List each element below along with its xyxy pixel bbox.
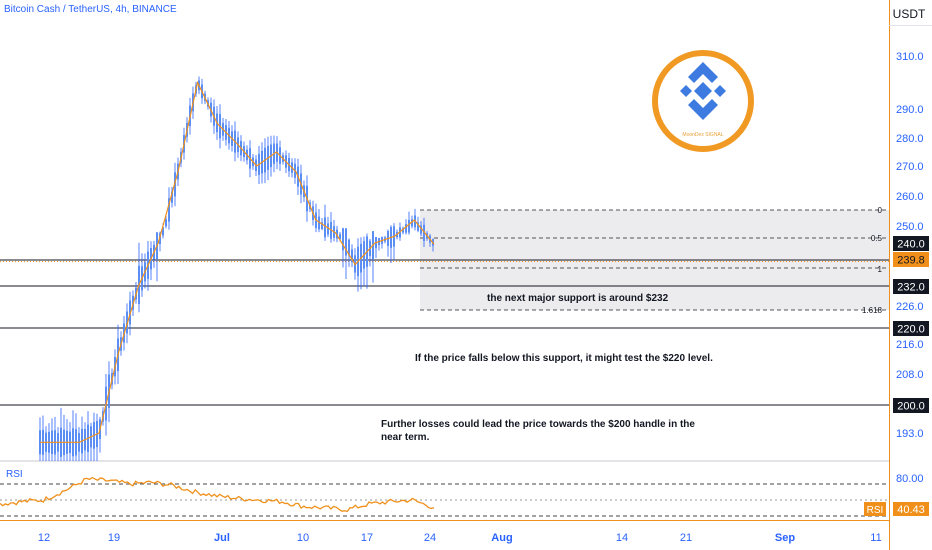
rsi-label: RSI [6,469,23,480]
date-label: 17 [361,532,373,544]
price-tag-current-text: 239.8 [897,255,925,267]
candle-body [327,223,329,235]
annotation-test-220: If the price falls below this support, i… [415,353,713,364]
candle-body [408,219,410,233]
price-axis[interactable]: USDT 310.0 290.0 280.0 270.0 260.0 250.0… [864,7,932,516]
price-label: 226.0 [896,301,924,313]
date-label: 14 [616,532,628,544]
fib-label-05: 0.5 [871,234,883,243]
price-label: 250.0 [896,221,924,233]
candle-body [402,228,404,233]
price-label: 216.0 [896,339,924,351]
candle-body [405,224,407,233]
candle-body [417,222,419,231]
candle-body [162,227,164,236]
rsi-value-tag: RSI 40.43 [864,502,929,516]
price-tag-current: 239.8 [893,252,929,267]
date-label: Jul [214,532,230,544]
annotation-near-term: near term. [381,432,430,443]
rsi-tag-value: 40.43 [897,504,925,516]
candle-body [168,198,170,222]
symbol-title: Bitcoin Cash / TetherUS, 4h, BINANCE [4,4,177,15]
rsi-tag-label: RSI [867,505,884,516]
date-label: 10 [297,532,309,544]
date-label: 12 [38,532,50,544]
price-label: 310.0 [896,51,924,63]
price-tag-232: 232.0 [893,279,929,294]
price-candles [39,76,434,461]
rsi-pane[interactable]: RSI [0,469,889,517]
date-label: Sep [775,532,795,544]
price-label: 260.0 [896,191,924,203]
price-label: 280.0 [896,133,924,145]
candle-body [345,228,347,256]
candle-body [342,228,344,251]
candle-body [420,225,422,234]
rsi-axis-label: 80.00 [896,473,924,485]
price-tag-240-text: 240.0 [897,239,925,251]
date-label: 24 [424,532,436,544]
date-label: 11 [870,532,881,544]
price-tag-200-text: 200.0 [897,401,925,413]
candle-body [339,234,341,240]
binance-logo-icon [680,62,726,120]
candle-body [318,216,320,230]
date-label: 19 [108,532,120,544]
candle-body [351,249,353,263]
price-label: 208.0 [896,369,924,381]
annotation-support-232: the next major support is around $232 [487,293,669,304]
date-label: 21 [680,532,692,544]
time-axis[interactable]: 12 19 Jul 10 17 24 Aug 14 21 Sep 11 [38,532,882,544]
price-tag-240: 240.0 [893,236,929,251]
candle-body [348,239,350,256]
price-tag-232-text: 232.0 [897,282,925,294]
price-label: 270.0 [896,161,924,173]
fib-label-1618: 1.618 [862,306,883,315]
price-tag-220: 220.0 [893,321,929,336]
rsi-line [0,476,435,513]
candle-body [324,217,326,238]
annotation-losses-200: Further losses could lead the price towa… [381,419,695,430]
currency-label: USDT [893,7,926,21]
price-tag-200: 200.0 [893,398,929,413]
close-line [40,80,435,443]
candle-body [411,219,413,227]
fib-label-1: 1 [878,265,883,274]
date-label: Aug [491,532,512,544]
candle-body [165,219,167,227]
price-tag-220-text: 220.0 [897,324,925,336]
candle-body [171,191,173,203]
logo-badge: MoonDex SIGNAL [652,50,754,152]
logo-ring [652,50,754,152]
fib-label-0: 0 [878,206,883,215]
price-label: 290.0 [896,104,924,116]
logo-caption: MoonDex SIGNAL [682,132,723,138]
price-label: 193.0 [896,428,924,440]
candle-body [321,222,323,229]
